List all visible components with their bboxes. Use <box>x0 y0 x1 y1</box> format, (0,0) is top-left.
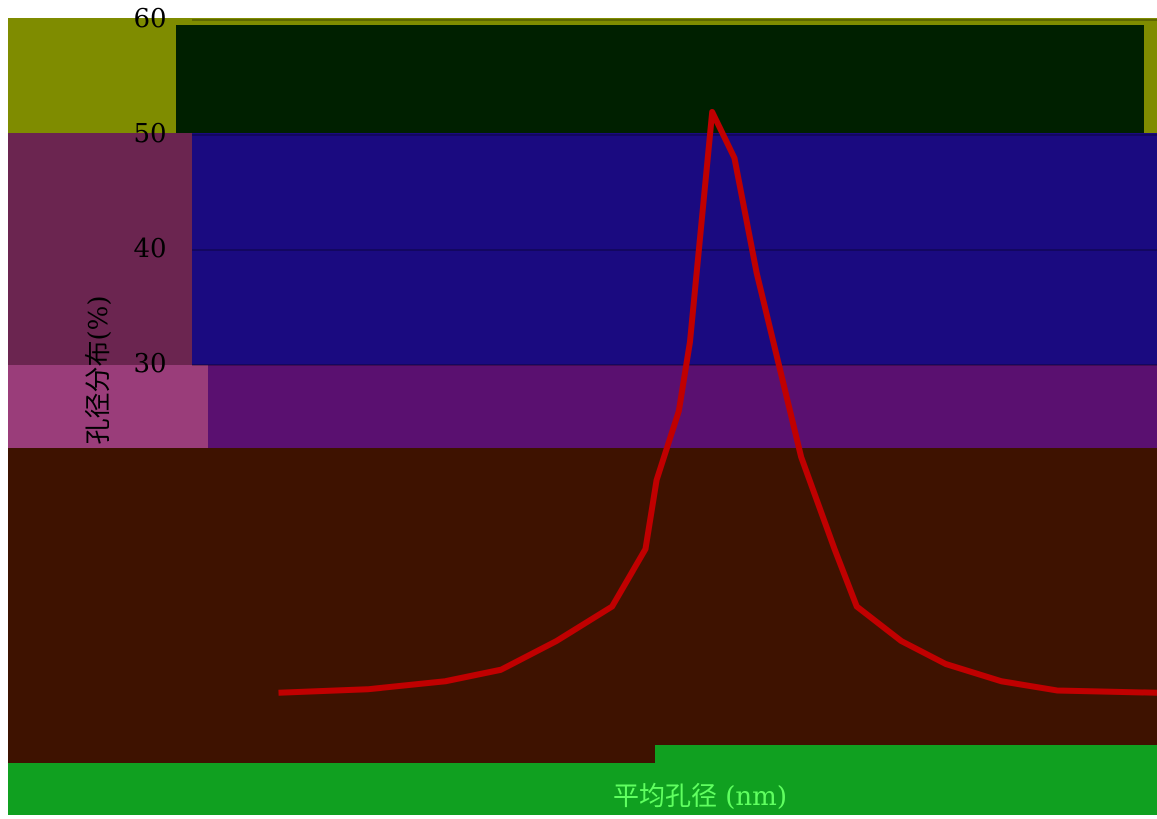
y-tick-label: 50 <box>133 119 166 149</box>
y-tick-label: 40 <box>133 234 166 264</box>
y-tick-label: 30 <box>133 349 166 379</box>
band <box>176 25 1144 133</box>
band <box>8 763 1157 815</box>
y-tick-label: 60 <box>133 4 166 34</box>
data-line <box>278 109 1157 696</box>
y-axis-label: 孔径分布(%) <box>84 296 114 445</box>
x-axis-label: 平均孔径 (nm) <box>613 782 787 812</box>
band <box>192 133 1157 365</box>
band <box>8 448 1157 763</box>
band <box>655 745 1157 763</box>
